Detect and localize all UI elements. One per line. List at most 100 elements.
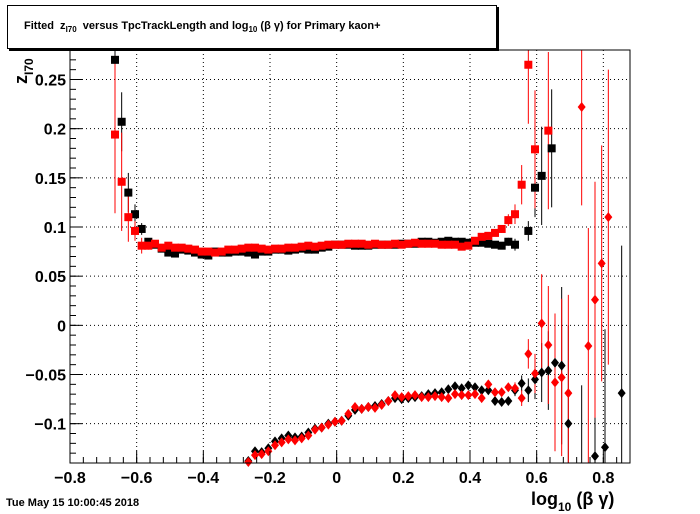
data-point-square: [451, 240, 459, 249]
data-point-square: [511, 240, 519, 249]
data-point-square: [264, 245, 273, 254]
data-point-square: [477, 238, 486, 247]
x-tick-label: 0: [332, 470, 341, 487]
x-tick-label: 0.6: [526, 470, 548, 487]
data-point-diamond: [517, 393, 526, 404]
data-point-square: [211, 248, 219, 257]
data-point-square: [277, 244, 286, 253]
data-point-square: [131, 210, 139, 219]
data-point-diamond: [277, 437, 286, 448]
data-point-square: [457, 242, 466, 251]
data-point-square: [117, 117, 126, 126]
data-point-square: [411, 238, 419, 247]
data-point-diamond: [517, 378, 526, 389]
data-point-square: [184, 244, 193, 253]
data-point-diamond: [451, 389, 459, 400]
data-point-diamond: [337, 415, 346, 426]
data-point-square: [237, 244, 246, 253]
data-point-diamond: [491, 396, 499, 407]
data-point-diamond: [551, 357, 559, 368]
data-point-square: [251, 250, 259, 259]
data-point-square: [291, 243, 299, 252]
data-point-diamond: [584, 340, 593, 351]
y-axis-ticks: −0.1 −0.05 0 0.05 0.1 0.15 0.2 0.25: [26, 49, 82, 464]
data-point-diamond: [464, 380, 473, 391]
data-point-square: [317, 241, 326, 250]
data-point-square: [111, 130, 119, 139]
data-point-diamond: [477, 393, 486, 404]
data-point-diamond: [357, 403, 366, 414]
data-point-square: [484, 231, 493, 240]
y-tick-label: 0.2: [44, 122, 66, 139]
data-point-square: [511, 210, 519, 219]
data-point-square: [111, 55, 119, 64]
data-point-square: [171, 243, 179, 252]
data-point-diamond: [391, 390, 399, 401]
data-point-diamond: [411, 390, 419, 401]
data-point-diamond: [551, 377, 559, 388]
data-point-diamond: [504, 382, 513, 393]
data-point-diamond: [597, 258, 606, 269]
data-point-square: [224, 245, 233, 254]
data-point-diamond: [484, 379, 493, 390]
data-point-square: [547, 144, 556, 153]
data-point-square: [384, 240, 393, 249]
data-point-square: [504, 237, 513, 246]
data-point-square: [497, 224, 506, 233]
data-point-square: [344, 239, 353, 248]
y-tick-label: 0.15: [35, 171, 66, 188]
data-point-square: [524, 60, 533, 69]
data-point-square: [177, 243, 186, 252]
data-point-diamond: [384, 396, 393, 407]
data-point-square: [351, 239, 359, 248]
data-point-square: [244, 243, 253, 252]
data-point-square: [497, 241, 506, 250]
data-point-diamond: [564, 388, 573, 399]
data-point-square: [544, 126, 553, 135]
data-point-diamond: [331, 416, 339, 427]
data-point-diamond: [504, 396, 513, 407]
chart-title-box: Fitted zI70 versus TpcTrackLength and lo…: [7, 5, 497, 49]
data-point-diamond: [557, 372, 566, 383]
data-point-square: [491, 240, 499, 249]
data-markers: [111, 55, 626, 468]
data-point-square: [537, 171, 546, 180]
data-point-square: [431, 239, 439, 248]
data-point-square: [124, 213, 133, 222]
x-tick-label: −0.6: [121, 470, 153, 487]
data-point-square: [337, 240, 346, 249]
data-point-diamond: [271, 440, 279, 451]
data-point-square: [377, 240, 386, 249]
data-point-diamond: [431, 391, 439, 402]
data-point-square: [524, 226, 533, 235]
data-point-square: [324, 240, 333, 249]
data-point-diamond: [537, 318, 546, 329]
data-point-diamond: [371, 402, 379, 413]
data-point-square: [117, 177, 126, 186]
grid-horizontal-lines: [70, 79, 630, 425]
data-point-diamond: [377, 399, 386, 410]
data-point-square: [371, 239, 379, 248]
data-point-square: [311, 242, 319, 251]
data-point-square: [477, 232, 486, 241]
data-point-square: [157, 243, 166, 252]
data-point-diamond: [464, 390, 473, 401]
data-point-diamond: [457, 390, 466, 401]
data-point-square: [164, 248, 173, 257]
data-point-square: [464, 241, 473, 250]
data-point-diamond: [477, 385, 486, 396]
data-point-diamond: [544, 365, 553, 376]
x-axis-label: log10 (β γ): [531, 489, 614, 514]
data-point-square: [131, 226, 139, 235]
data-point-diamond: [457, 383, 466, 394]
data-point-diamond: [604, 212, 613, 223]
data-point-diamond: [437, 392, 446, 403]
data-point-diamond: [284, 434, 293, 445]
data-point-square: [137, 241, 146, 250]
y-tick-label: 0.05: [35, 269, 66, 286]
data-point-square: [531, 145, 539, 154]
data-point-square: [457, 237, 466, 246]
x-tick-label: 0.2: [392, 470, 414, 487]
data-point-square: [151, 239, 159, 248]
